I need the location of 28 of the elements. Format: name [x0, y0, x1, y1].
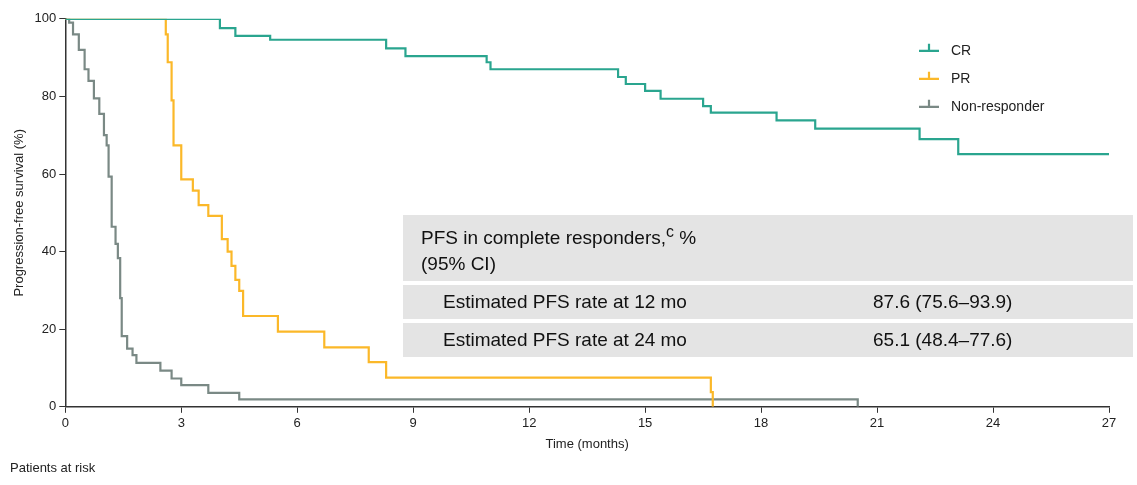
x-tick-label: 15	[637, 415, 653, 431]
x-tick-label: 24	[985, 415, 1001, 431]
text: Patients at risk	[10, 460, 96, 475]
annotation: (95% CI)	[421, 252, 497, 277]
annotation: PFS in complete responders,$^{c}$ %	[421, 222, 698, 251]
legend-label: CR	[951, 41, 972, 58]
y-tick-label: 40	[41, 243, 57, 259]
y-axis-title: Progression-free survival (%)	[11, 129, 27, 297]
annotation: 87.6 (75.6–93.9)	[873, 290, 1013, 315]
y-tick-label: 20	[41, 320, 57, 336]
x-tick-label: 6	[293, 415, 301, 431]
y-tick-label: 0	[49, 398, 57, 414]
annotation: 65.1 (48.4–77.6)	[873, 328, 1013, 353]
y-tick-label: 60	[41, 165, 57, 181]
legend-label: PR	[951, 69, 971, 86]
legend-label: Non-responder	[951, 97, 1045, 114]
annotation: Estimated PFS rate at 12 mo	[443, 290, 688, 315]
y-tick-label: 100	[34, 10, 57, 26]
x-tick-label: 27	[1101, 415, 1117, 431]
x-tick-label: 9	[409, 415, 417, 431]
x-tick-label: 0	[61, 415, 69, 431]
x-tick-label: 12	[521, 415, 537, 431]
x-tick-label: 18	[753, 415, 769, 431]
x-axis-title: Time (months)	[545, 435, 629, 451]
x-tick-label: 21	[869, 415, 885, 431]
x-tick-label: 3	[177, 415, 185, 431]
annotation: Estimated PFS rate at 24 mo	[443, 328, 688, 353]
y-tick-label: 80	[41, 87, 57, 103]
